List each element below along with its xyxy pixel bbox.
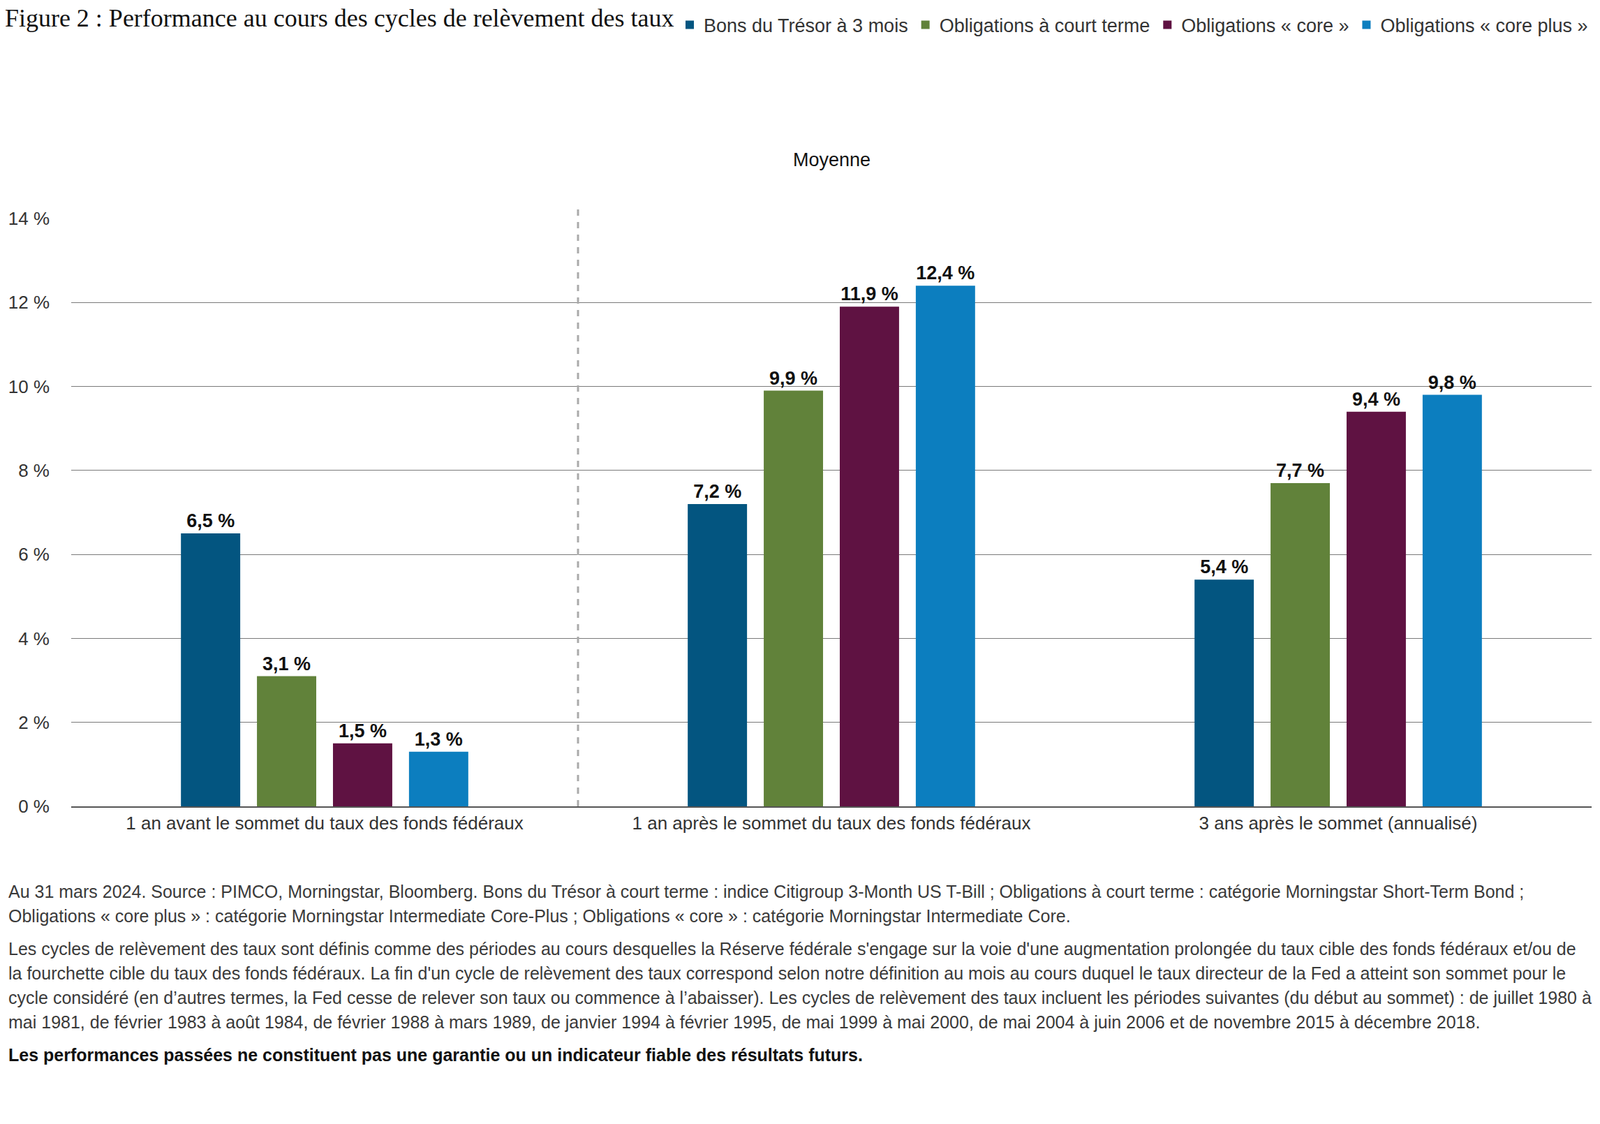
svg-text:10 %: 10 % xyxy=(8,376,50,398)
svg-text:11,9 %: 11,9 % xyxy=(840,283,899,305)
svg-text:12,4 %: 12,4 % xyxy=(915,262,975,284)
svg-text:7,7 %: 7,7 % xyxy=(1276,460,1325,481)
svg-text:Moyenne: Moyenne xyxy=(793,149,871,171)
html-text:Au 31 mars 2024. Source : PIMC: Au 31 mars 2024. Source : PIMCO, Morning… xyxy=(8,881,1525,926)
svg-text:3 ans après le sommet (annuali: 3 ans après le sommet (annualisé) xyxy=(1199,812,1478,834)
svg-text:14 %: 14 % xyxy=(8,208,50,229)
svg-text:Obligations « core plus »: Obligations « core plus » xyxy=(1380,15,1588,37)
svg-text:Obligations « core »: Obligations « core » xyxy=(1181,15,1349,37)
html-text:Les cycles de relèvement des t: Les cycles de relèvement des taux sont d… xyxy=(8,938,1592,1032)
svg-text:2 %: 2 % xyxy=(18,712,50,733)
svg-text:Figure 2 : Performance au cour: Figure 2 : Performance au cours des cycl… xyxy=(4,4,675,33)
svg-text:Obligations à court terme: Obligations à court terme xyxy=(939,15,1151,37)
svg-text:6,5 %: 6,5 % xyxy=(186,510,235,532)
svg-text:9,8 %: 9,8 % xyxy=(1428,372,1477,394)
svg-text:3,1 %: 3,1 % xyxy=(262,653,311,675)
svg-text:9,4 %: 9,4 % xyxy=(1352,388,1401,410)
svg-text:0 %: 0 % xyxy=(18,795,50,817)
html-text:Les performances passées ne co: Les performances passées ne constituent … xyxy=(8,1045,863,1065)
svg-text:5,4 %: 5,4 % xyxy=(1200,556,1249,578)
svg-text:1,3 %: 1,3 % xyxy=(414,728,463,750)
svg-text:12 %: 12 % xyxy=(8,291,50,313)
svg-text:8 %: 8 % xyxy=(18,460,50,481)
svg-text:1 an avant le sommet du taux d: 1 an avant le sommet du taux des fonds f… xyxy=(125,812,523,834)
svg-text:4 %: 4 % xyxy=(18,628,50,650)
svg-text:Bons du Trésor à 3 mois: Bons du Trésor à 3 mois xyxy=(703,15,909,37)
svg-text:9,9 %: 9,9 % xyxy=(769,367,818,389)
svg-text:1,5 %: 1,5 % xyxy=(338,720,387,742)
svg-text:7,2 %: 7,2 % xyxy=(693,480,742,502)
svg-text:6 %: 6 % xyxy=(18,543,50,565)
svg-text:1 an après le sommet du taux d: 1 an après le sommet du taux des fonds f… xyxy=(632,812,1032,834)
